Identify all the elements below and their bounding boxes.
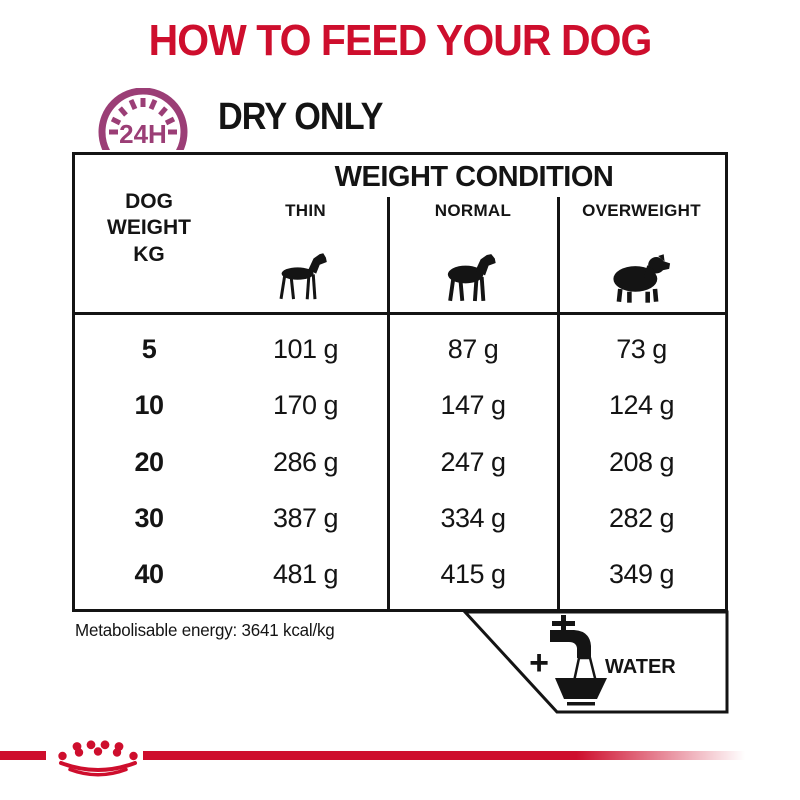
- page-title: HOW TO FEED YOUR DOG: [148, 16, 653, 65]
- 24h-dial-icon: 24H: [98, 88, 188, 150]
- table-row: 5 101 g 87 g 73 g: [75, 321, 725, 377]
- normal-dog-icon: [447, 254, 496, 302]
- normal-ration: 415 g: [440, 559, 506, 590]
- thin-dog-icon: [279, 253, 327, 300]
- subtitle-dry-only: DRY ONLY: [218, 96, 383, 138]
- dog-weight-header: DOG WEIGHT KG: [75, 189, 223, 268]
- overweight-ration: 282 g: [608, 502, 675, 533]
- normal-ration: 334 g: [440, 502, 506, 533]
- thin-ration: 286 g: [272, 446, 339, 477]
- thin-ration: 170 g: [272, 390, 339, 421]
- royal-canin-crown-logo: [58, 740, 138, 777]
- metabolisable-energy-note: Metabolisable energy: 3641 kcal/kg: [75, 620, 335, 640]
- dog-weight-line: DOG: [125, 190, 173, 213]
- dog-weight-line: KG: [133, 242, 165, 266]
- dog-weight-value: 20: [134, 446, 164, 477]
- overweight-ration: 349 g: [608, 559, 675, 590]
- thin-ration: 481 g: [272, 559, 339, 590]
- normal-ration: 87 g: [447, 333, 499, 364]
- plus-sign: +: [529, 644, 549, 682]
- column-header-thin: THIN: [285, 201, 326, 220]
- table-row: 20 286 g 247 g 208 g: [75, 434, 725, 490]
- thin-ration: 387 g: [272, 502, 339, 533]
- header-body-divider: [75, 312, 725, 315]
- dog-weight-line: WEIGHT: [107, 216, 191, 240]
- 24h-dial-label: 24H: [119, 119, 167, 149]
- column-header-overweight: OVERWEIGHT: [582, 201, 701, 220]
- dog-weight-value: 5: [141, 333, 157, 364]
- brand-bar-left: [0, 751, 46, 760]
- water-tap-bowl-icon: [550, 615, 607, 706]
- dog-weight-value: 40: [134, 559, 164, 590]
- dog-weight-value: 30: [134, 502, 164, 533]
- overweight-ration: 208 g: [608, 446, 675, 477]
- overweight-dog-icon: [613, 254, 671, 303]
- table-body: 5 101 g 87 g 73 g 10 170 g 147 g 124 g 2…: [75, 321, 725, 603]
- column-divider: [387, 197, 390, 609]
- table-row: 30 387 g 334 g 282 g: [75, 490, 725, 546]
- dog-weight-value: 10: [134, 390, 164, 421]
- table-row: 40 481 g 415 g 349 g: [75, 547, 725, 603]
- overweight-ration: 73 g: [616, 333, 667, 364]
- overweight-ration: 124 g: [608, 390, 675, 421]
- water-label: WATER: [605, 656, 676, 678]
- water-callout: + WATER: [461, 610, 729, 714]
- brand-bar-right: [143, 751, 745, 760]
- normal-ration: 147 g: [440, 390, 506, 421]
- thin-ration: 101 g: [272, 333, 339, 364]
- weight-condition-header: WEIGHT CONDITION: [334, 161, 614, 193]
- normal-ration: 247 g: [440, 446, 506, 477]
- column-header-normal: NORMAL: [434, 201, 512, 220]
- feeding-table: WEIGHT CONDITION DOG WEIGHT KG THIN NORM…: [72, 152, 728, 612]
- column-divider: [557, 197, 560, 609]
- table-row: 10 170 g 147 g 124 g: [75, 377, 725, 433]
